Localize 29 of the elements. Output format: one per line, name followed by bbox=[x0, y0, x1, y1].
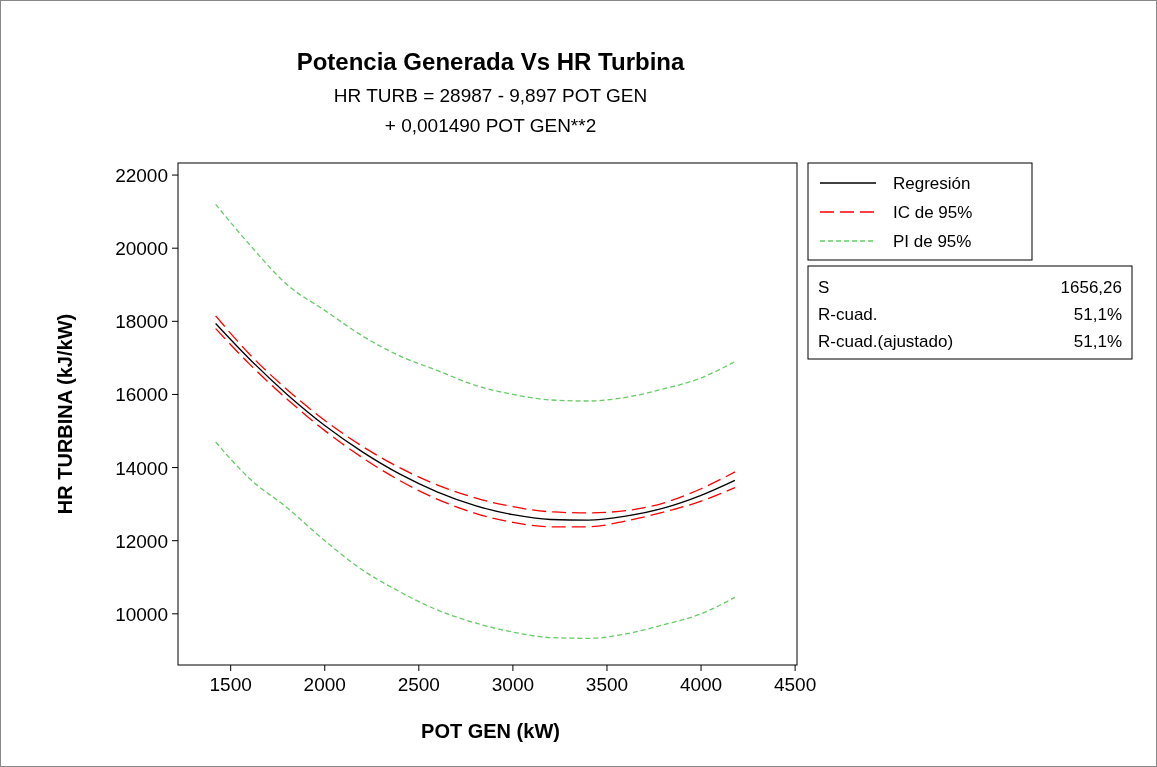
text: R-cuad.(ajustado) bbox=[818, 332, 954, 351]
x-tick-label: 2000 bbox=[303, 674, 346, 695]
x-tick-label: 4000 bbox=[679, 674, 723, 695]
text: 51,1% bbox=[1073, 305, 1122, 324]
x-tick-label: 1500 bbox=[209, 674, 252, 695]
chart-subtitle: HR TURB = 28987 - 9,897 POT GEN + 0,001490 POT GEN**2 bbox=[333, 85, 648, 136]
line-series bbox=[214, 203, 736, 402]
legend-label: Regresión bbox=[893, 174, 971, 193]
y-tick-label: 20000 bbox=[115, 238, 168, 260]
text: 1656,26 bbox=[1060, 278, 1122, 297]
legend-label: IC de 95% bbox=[893, 203, 973, 222]
y-tick-label: 18000 bbox=[115, 311, 168, 333]
x-tick-label: 3000 bbox=[491, 674, 535, 695]
x-tick-label: 4500 bbox=[773, 674, 817, 695]
y-tick-label: 12000 bbox=[115, 530, 168, 552]
text: R-cuad. bbox=[818, 305, 878, 324]
y-tick-label: 22000 bbox=[115, 165, 168, 187]
x-tick-label: 3500 bbox=[585, 674, 629, 695]
text: 51,1% bbox=[1073, 332, 1122, 351]
y-tick-label: 16000 bbox=[115, 384, 168, 406]
y-tick-label: 10000 bbox=[115, 603, 168, 625]
y-tick-label: 14000 bbox=[115, 457, 168, 479]
line-series bbox=[214, 441, 736, 639]
x-axis-title: POT GEN (kW) bbox=[421, 720, 560, 742]
chart-title: Potencia Generada Vs HR Turbina bbox=[296, 48, 685, 75]
text: S bbox=[818, 278, 830, 297]
legend-label: PI de 95% bbox=[893, 232, 972, 251]
y-axis-title: HR TURBINA (kJ/kW) bbox=[54, 313, 76, 515]
x-tick-label: 2500 bbox=[397, 674, 440, 695]
